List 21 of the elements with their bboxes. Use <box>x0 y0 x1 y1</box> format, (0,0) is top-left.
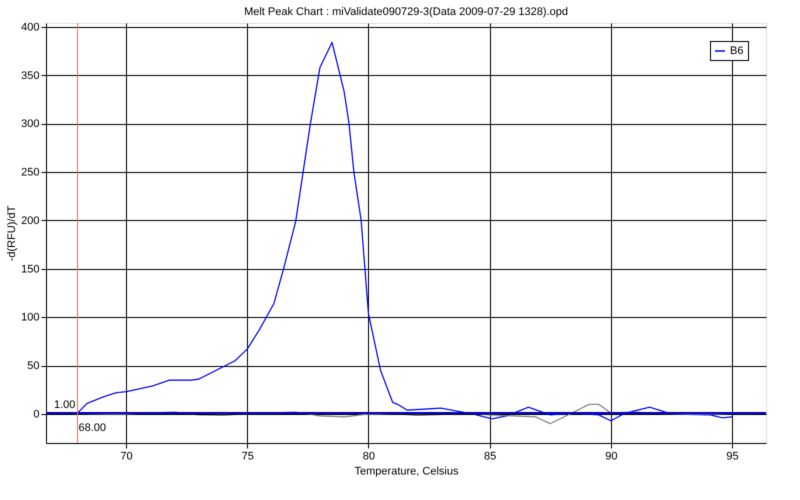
ref-line-label: 68.00 <box>78 422 106 434</box>
y-tick-label: 50 <box>27 360 40 372</box>
x-tick-label: 75 <box>242 450 254 462</box>
x-tick-label: 90 <box>605 450 618 462</box>
y-tick-label: 300 <box>21 118 40 130</box>
y-tick-label: 250 <box>21 166 40 179</box>
y-tick-label: 400 <box>21 21 40 34</box>
x-axis-title: Temperature, Celsius <box>354 466 459 478</box>
y-tick-label: 200 <box>21 214 40 227</box>
x-tick-label: 85 <box>484 450 496 462</box>
ref-line-label: 1.00 <box>54 399 76 411</box>
y-tick-label: 0 <box>33 408 40 420</box>
x-tick-label: 70 <box>120 450 133 462</box>
chart-title: Melt Peak Chart : miValidate090729-3(Data 2009-07-29 1328).opd <box>244 6 568 18</box>
x-tick-label: 95 <box>726 450 739 462</box>
x-tick-label: 80 <box>362 450 376 462</box>
y-axis-title: -d(RFU)/dT <box>6 205 18 262</box>
y-tick-label: 150 <box>21 263 40 276</box>
legend-label: B6 <box>730 45 744 57</box>
y-tick-label: 350 <box>21 70 40 82</box>
y-tick-label: 100 <box>21 312 40 324</box>
